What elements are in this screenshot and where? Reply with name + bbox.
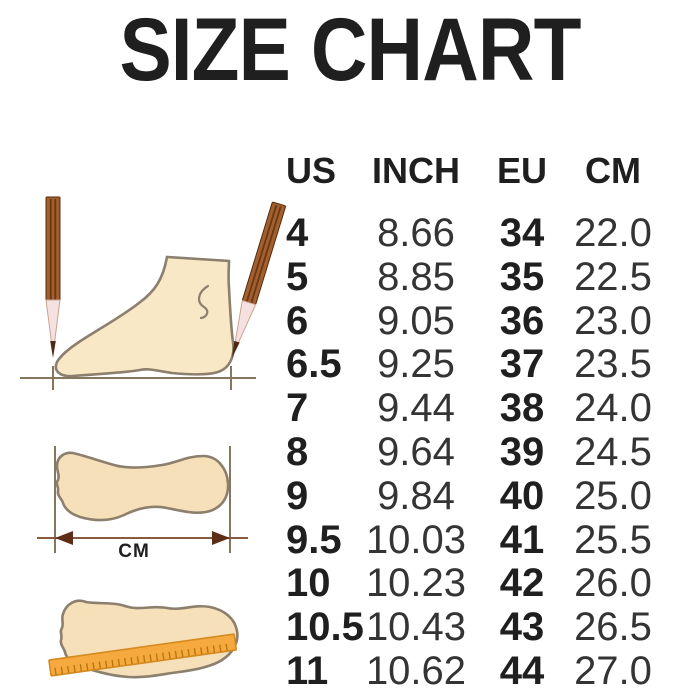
cell-eu-4: 38 — [499, 386, 545, 431]
ruler-tick — [174, 650, 178, 658]
ruler-tick — [86, 663, 89, 671]
header-cm: CM — [585, 150, 641, 191]
cm-arrow-label: CM — [118, 541, 150, 562]
ruler-tick — [54, 667, 57, 675]
ruler-tick — [206, 646, 209, 654]
ruler-tick — [105, 660, 108, 668]
cell-inch-0: 8.66 — [377, 211, 455, 255]
ruler-tick — [130, 657, 133, 665]
column-eu: EU 34 35 36 37 38 39 40 41 42 43 44 — [486, 150, 558, 694]
cell-us-6: 9 — [286, 473, 309, 518]
foot-profile-shape — [54, 255, 235, 378]
cell-eu-5: 39 — [499, 429, 545, 474]
ruler-tick — [143, 655, 146, 663]
cell-cm-2: 23.0 — [574, 298, 652, 343]
column-inch: INCH 8.66 8.85 9.05 9.25 9.44 9.64 9.84 10.03 10.… — [360, 150, 472, 694]
ruler-tick — [200, 647, 203, 655]
ruler-tick — [124, 657, 127, 666]
column-us: US 4 5 6 6.5 7 8 9 9.5 10 10.5 11 — [286, 150, 378, 694]
ruler-tick — [111, 659, 114, 667]
ruler-tick — [187, 648, 190, 657]
cell-inch-3: 9.25 — [377, 342, 455, 387]
ruler-ticks — [54, 643, 228, 675]
cell-cm-5: 24.5 — [574, 429, 652, 474]
size-table: US 4 5 6 6.5 7 8 9 9.5 10 10.5 11 INCH 8.66 8.85 9.05 9… — [0, 150, 700, 700]
cell-us-8: 10 — [286, 561, 331, 606]
ruler-tick — [67, 665, 70, 674]
cell-inch-6: 9.84 — [377, 473, 455, 518]
pencil-right-icon — [232, 201, 287, 358]
cell-us-7: 9.5 — [286, 517, 342, 562]
cell-us-9: 10.5 — [286, 605, 364, 650]
cell-eu-8: 42 — [499, 561, 545, 606]
ruler-tick — [168, 651, 171, 659]
pencil-left-icon — [45, 196, 61, 358]
cell-eu-1: 35 — [499, 254, 545, 299]
ruler-tick — [193, 648, 197, 656]
ankle-squiggle — [198, 284, 210, 320]
ruler-tick — [98, 661, 102, 669]
cell-cm-3: 23.5 — [574, 342, 652, 387]
header-eu: EU — [496, 150, 547, 191]
ruler-tick — [155, 653, 159, 661]
cell-us-0: 4 — [286, 211, 309, 255]
cell-inch-8: 10.23 — [365, 561, 467, 606]
cell-inch-9: 10.43 — [365, 605, 467, 650]
header-inch: INCH — [372, 150, 460, 191]
arrowhead-left-icon — [55, 531, 73, 545]
ruler-icon — [48, 633, 237, 677]
ruler-tick — [162, 652, 165, 660]
cell-eu-3: 37 — [499, 342, 545, 387]
cell-cm-4: 24.0 — [574, 386, 652, 431]
ruler-tick — [136, 656, 140, 664]
cell-cm-6: 25.0 — [574, 473, 652, 518]
page-title: SIZE CHART — [119, 0, 581, 99]
cell-us-3: 6.5 — [286, 342, 342, 387]
cell-cm-9: 26.5 — [574, 605, 652, 650]
ruler-tick — [212, 645, 216, 653]
column-cm: CM 22.0 22.5 23.0 23.5 24.0 24.5 25.0 25.5 26.0 26… — [560, 150, 666, 694]
cell-inch-4: 9.44 — [377, 386, 455, 431]
cell-us-2: 6 — [286, 298, 309, 343]
cell-cm-8: 26.0 — [574, 561, 652, 606]
ruler-tick — [73, 665, 76, 673]
footprint-shape — [55, 451, 230, 522]
header-us: US — [286, 150, 337, 191]
cell-us-5: 8 — [286, 429, 309, 474]
cell-inch-7: 10.03 — [365, 517, 467, 562]
ruler-tick — [149, 654, 152, 662]
cell-cm-7: 25.5 — [574, 517, 652, 562]
cell-eu-7: 41 — [499, 517, 545, 562]
ruler-tick — [225, 643, 228, 651]
footprint-ruler-illustration — [48, 599, 239, 679]
cell-us-10: 11 — [286, 648, 329, 693]
ruler-tick — [79, 664, 83, 672]
cell-eu-9: 43 — [499, 605, 545, 650]
cell-inch-2: 9.05 — [377, 298, 455, 343]
ruler-tick — [219, 644, 222, 652]
cell-cm-10: 27.0 — [574, 648, 652, 693]
cell-cm-1: 22.5 — [574, 254, 652, 299]
ruler-tick — [60, 666, 64, 674]
cell-inch-5: 9.64 — [377, 429, 455, 474]
arrowhead-right-icon — [212, 531, 230, 545]
cell-cm-0: 22.0 — [574, 211, 652, 255]
ruler-tick — [181, 649, 184, 658]
foot-measure-illustration — [20, 196, 287, 390]
footprint-width-illustration: CM — [37, 446, 248, 562]
ruler-tick — [117, 658, 121, 666]
cell-inch-10: 10.62 — [365, 648, 467, 693]
cell-eu-10: 44 — [499, 648, 545, 693]
cell-eu-6: 40 — [499, 473, 545, 518]
cell-eu-2: 36 — [499, 298, 545, 343]
cell-us-1: 5 — [286, 254, 309, 299]
cell-us-4: 7 — [286, 386, 309, 431]
ruler-tick — [92, 662, 95, 670]
cell-inch-1: 8.85 — [377, 254, 455, 299]
cell-eu-0: 34 — [499, 211, 545, 255]
